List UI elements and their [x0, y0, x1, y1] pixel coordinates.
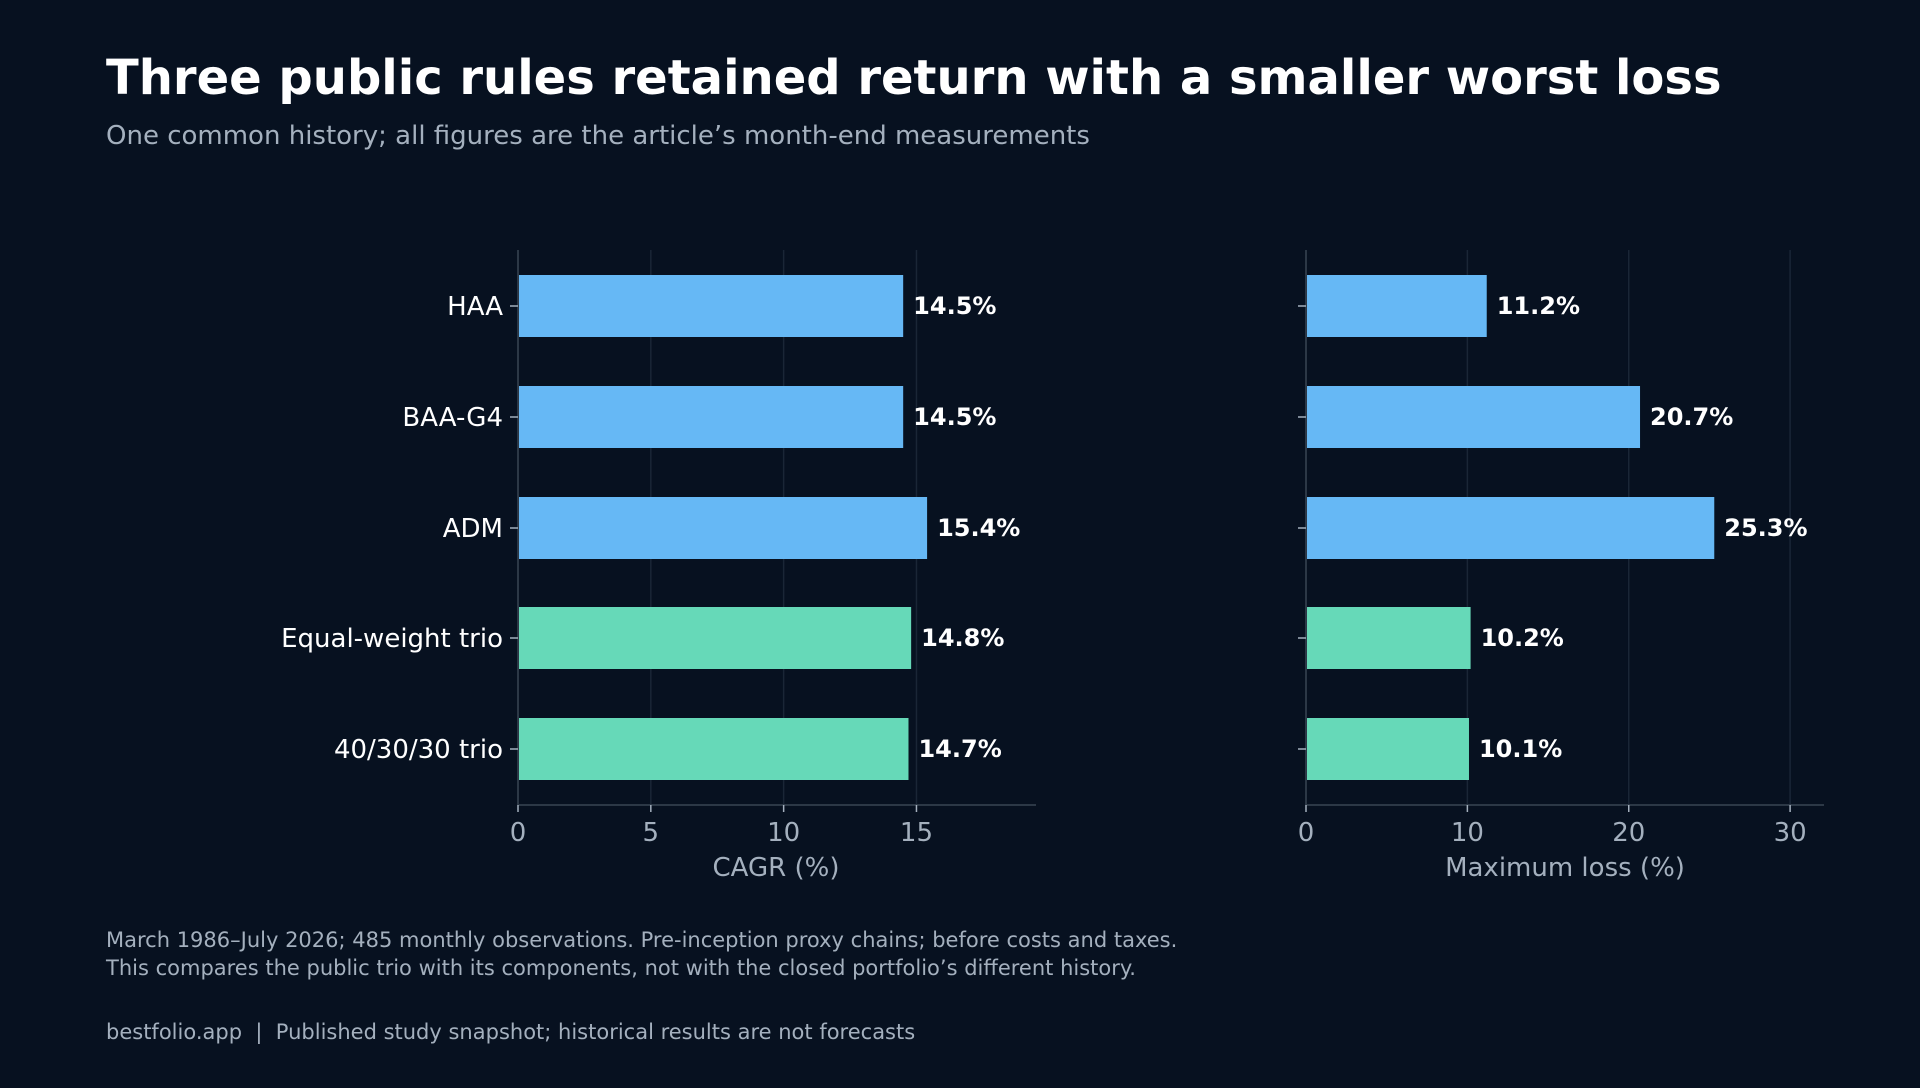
bar-1-3: [1307, 607, 1471, 669]
data-label-1-4: 10.1%: [1479, 735, 1562, 763]
x-tick-label-1-0: 0: [1298, 818, 1315, 848]
x-axis-label-0: CAGR (%): [713, 853, 840, 883]
data-label-0-1: 14.5%: [913, 403, 996, 431]
x-tick-label-0-3: 15: [900, 818, 933, 848]
category-label-4: 40/30/30 trio: [334, 735, 503, 765]
x-tick-label-0-0: 0: [510, 818, 527, 848]
bar-1-0: [1307, 275, 1487, 337]
chart-subtitle: One common history; all figures are the …: [106, 121, 1090, 151]
x-tick-label-1-3: 30: [1774, 818, 1807, 848]
bar-0-2: [519, 497, 928, 559]
chart-title: Three public rules retained return with …: [106, 50, 1722, 106]
data-label-0-3: 14.8%: [921, 624, 1004, 652]
bar-1-1: [1307, 386, 1641, 448]
data-label-1-2: 25.3%: [1724, 514, 1807, 542]
footnote-line-2: This compares the public trio with its c…: [106, 956, 1136, 980]
x-tick-label-0-2: 10: [767, 818, 800, 848]
bar-0-4: [519, 718, 909, 780]
footnote: March 1986–July 2026; 485 monthly observ…: [106, 926, 1177, 982]
source-note: bestfolio.app | Published study snapshot…: [106, 1020, 916, 1044]
x-tick-label-1-2: 20: [1612, 818, 1645, 848]
data-label-0-4: 14.7%: [918, 735, 1001, 763]
data-label-0-0: 14.5%: [913, 292, 996, 320]
category-label-0: HAA: [447, 292, 503, 322]
category-label-1: BAA-G4: [402, 403, 503, 433]
bar-0-3: [519, 607, 912, 669]
category-label-2: ADM: [443, 514, 503, 544]
bar-1-2: [1307, 497, 1715, 559]
category-label-3: Equal-weight trio: [281, 624, 503, 654]
bar-0-1: [519, 386, 904, 448]
x-axis-label-1: Maximum loss (%): [1445, 853, 1685, 883]
data-label-1-1: 20.7%: [1650, 403, 1733, 431]
bar-1-4: [1307, 718, 1469, 780]
bar-0-0: [519, 275, 904, 337]
x-tick-label-1-1: 10: [1451, 818, 1484, 848]
data-label-1-3: 10.2%: [1481, 624, 1564, 652]
footnote-line-1: March 1986–July 2026; 485 monthly observ…: [106, 928, 1178, 952]
data-label-0-2: 15.4%: [937, 514, 1020, 542]
data-label-1-0: 11.2%: [1497, 292, 1580, 320]
x-tick-label-0-1: 5: [643, 818, 660, 848]
